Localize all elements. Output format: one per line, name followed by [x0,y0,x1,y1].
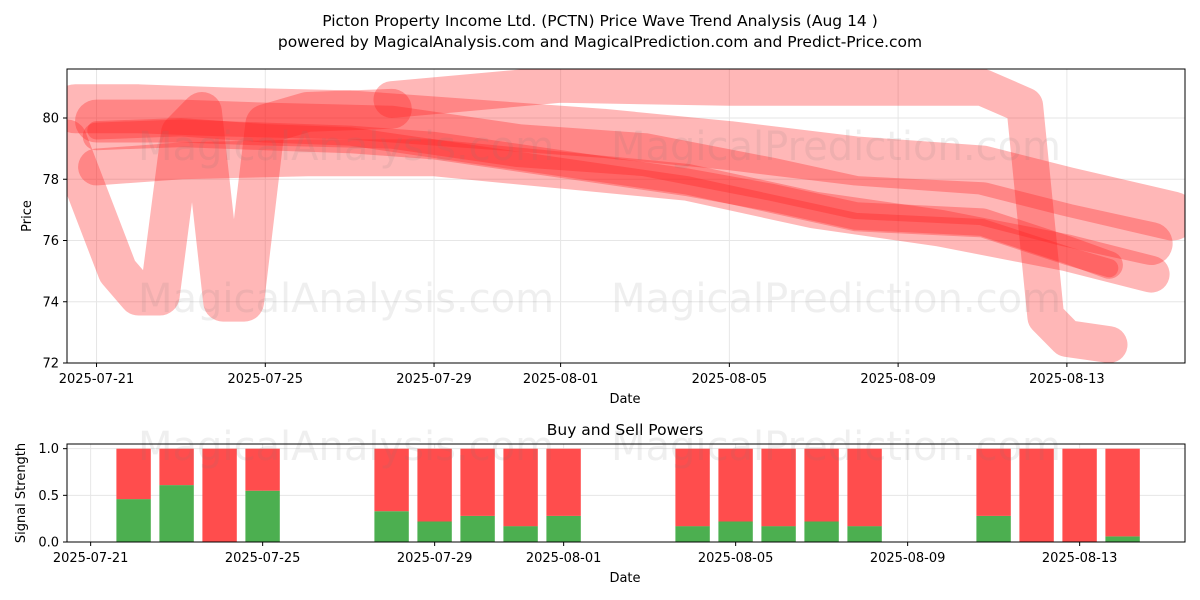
sell-bar [503,448,538,527]
wave-band-1 [87,118,1119,278]
price-tick-label-x: 2025-08-01 [523,372,599,387]
buy-bar [417,521,452,542]
price-tick-label-y: 76 [42,234,59,249]
signal-tick-label-x: 2025-08-01 [526,551,602,566]
chart-title: Picton Property Income Ltd. (PCTN) Price… [322,12,878,30]
price-tick-label-x: 2025-08-05 [692,372,768,387]
sell-bar [460,448,495,516]
price-tick-label-y: 78 [42,173,59,188]
signal-x-label: Date [609,571,640,586]
signal-tick-label-x: 2025-07-29 [397,551,473,566]
watermark-prediction-bottom: MagicalPrediction.com [611,276,1061,322]
buy-bar [847,526,882,542]
signal-bars [116,448,1140,542]
watermark-analysis-bottom: MagicalAnalysis.com [138,276,554,322]
buy-bar [1105,536,1140,542]
signal-tick-label-y: 0.5 [38,489,59,504]
signal-ticks: 0.0 0.5 1.0 2025-07-21 2025-07-25 2025-07-29 2… [38,442,1117,566]
price-tick-label-x: 2025-07-25 [228,372,304,387]
signal-tick-label-x: 2025-08-05 [698,551,774,566]
watermark-prediction-top: MagicalPrediction.com [611,124,1061,170]
sell-bar [976,448,1011,516]
signal-y-label: Signal Strength [14,443,29,543]
price-grid [67,69,1185,364]
sell-bar [202,448,237,542]
watermark-prediction-signal: MagicalPrediction.com [611,424,1061,470]
watermark-analysis-signal: MagicalAnalysis.com [138,424,554,470]
wave-band-5 [78,139,1170,293]
buy-bar [503,526,538,542]
price-tick-label-x: 2025-07-21 [59,372,135,387]
sell-bar [159,448,194,486]
buy-bar [546,515,581,542]
price-tick-label-y: 80 [42,112,59,127]
signal-tick-label-y: 0.0 [38,536,59,551]
signal-tick-label-x: 2025-07-21 [53,551,129,566]
sell-bar [718,448,753,522]
signal-tick-label-y: 1.0 [38,442,59,457]
wave-band-6 [67,88,412,322]
sell-bar [417,448,452,522]
wave-band-3 [75,99,1173,266]
buy-bar [976,515,1011,542]
wave-band-7 [373,69,1128,363]
signal-tick-label-x: 2025-08-09 [870,551,946,566]
signal-panel: Buy and Sell Powers MagicalAnalysis.com … [14,421,1186,586]
sell-bar [1062,448,1097,542]
sell-bar [847,448,882,527]
buy-bar [460,515,495,542]
buy-bar [761,526,796,542]
price-x-label: Date [609,392,640,407]
price-ticks: 72 74 76 78 80 2025-07-21 2025-07-25 2025-07-29… [42,112,1104,388]
price-tick-label-x: 2025-08-13 [1029,372,1105,387]
signal-title: Buy and Sell Powers [547,421,704,439]
sell-bar [546,448,581,516]
price-tick-label-y: 74 [42,295,59,310]
sell-bar [245,448,280,491]
sell-bar [374,448,409,512]
buy-bar [374,511,409,542]
watermark-analysis-top: MagicalAnalysis.com [138,124,554,170]
price-axes-frame [66,68,1186,364]
price-waves [67,69,1185,363]
price-tick-label-y: 72 [42,357,59,372]
buy-bar [159,485,194,542]
buy-bar [675,526,710,542]
signal-axes-frame [66,443,1186,543]
sell-bar [1019,448,1054,542]
signal-tick-label-x: 2025-07-25 [225,551,301,566]
buy-bar [245,490,280,542]
sell-bar [675,448,710,527]
wave-layer [67,69,1185,363]
wave-band-4 [67,84,1185,241]
buy-bar [116,499,151,542]
chart-subtitle: powered by MagicalAnalysis.com and Magic… [278,33,922,51]
signal-tick-label-x: 2025-08-13 [1042,551,1118,566]
buy-bar [804,521,839,542]
buy-bar [718,521,753,542]
price-tick-label-x: 2025-07-29 [396,372,472,387]
sell-bar [1105,448,1140,537]
sell-bar [761,448,796,527]
price-watermarks: MagicalAnalysis.com MagicalPrediction.co… [138,124,1061,322]
price-y-label: Price [20,200,35,232]
price-tick-label-x: 2025-08-09 [860,372,936,387]
wave-band-2 [82,119,1123,279]
price-panel: MagicalAnalysis.com MagicalPrediction.co… [20,68,1186,407]
sell-bar [804,448,839,522]
sell-bar [116,448,151,500]
